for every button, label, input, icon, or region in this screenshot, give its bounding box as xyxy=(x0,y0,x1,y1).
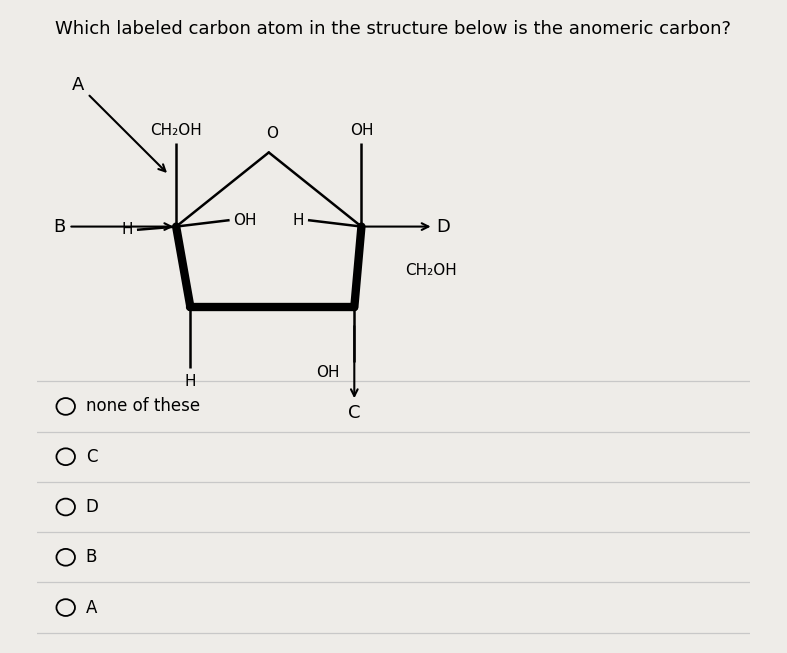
Text: A: A xyxy=(72,76,165,171)
Text: D: D xyxy=(86,498,98,516)
Text: B: B xyxy=(86,549,97,566)
Text: H: H xyxy=(122,222,134,237)
Text: D: D xyxy=(364,217,450,236)
Text: none of these: none of these xyxy=(86,398,200,415)
Text: B: B xyxy=(54,217,171,236)
Text: O: O xyxy=(266,126,279,141)
Text: Which labeled carbon atom in the structure below is the anomeric carbon?: Which labeled carbon atom in the structu… xyxy=(56,20,731,39)
Text: H: H xyxy=(185,374,196,389)
Text: OH: OH xyxy=(349,123,373,138)
Text: OH: OH xyxy=(233,213,257,228)
Text: OH: OH xyxy=(316,365,340,380)
Text: C: C xyxy=(86,448,97,466)
Text: CH₂OH: CH₂OH xyxy=(150,123,202,138)
Text: CH₂OH: CH₂OH xyxy=(405,263,457,278)
Text: H: H xyxy=(293,213,305,228)
Text: A: A xyxy=(86,599,97,616)
Text: C: C xyxy=(348,326,360,422)
